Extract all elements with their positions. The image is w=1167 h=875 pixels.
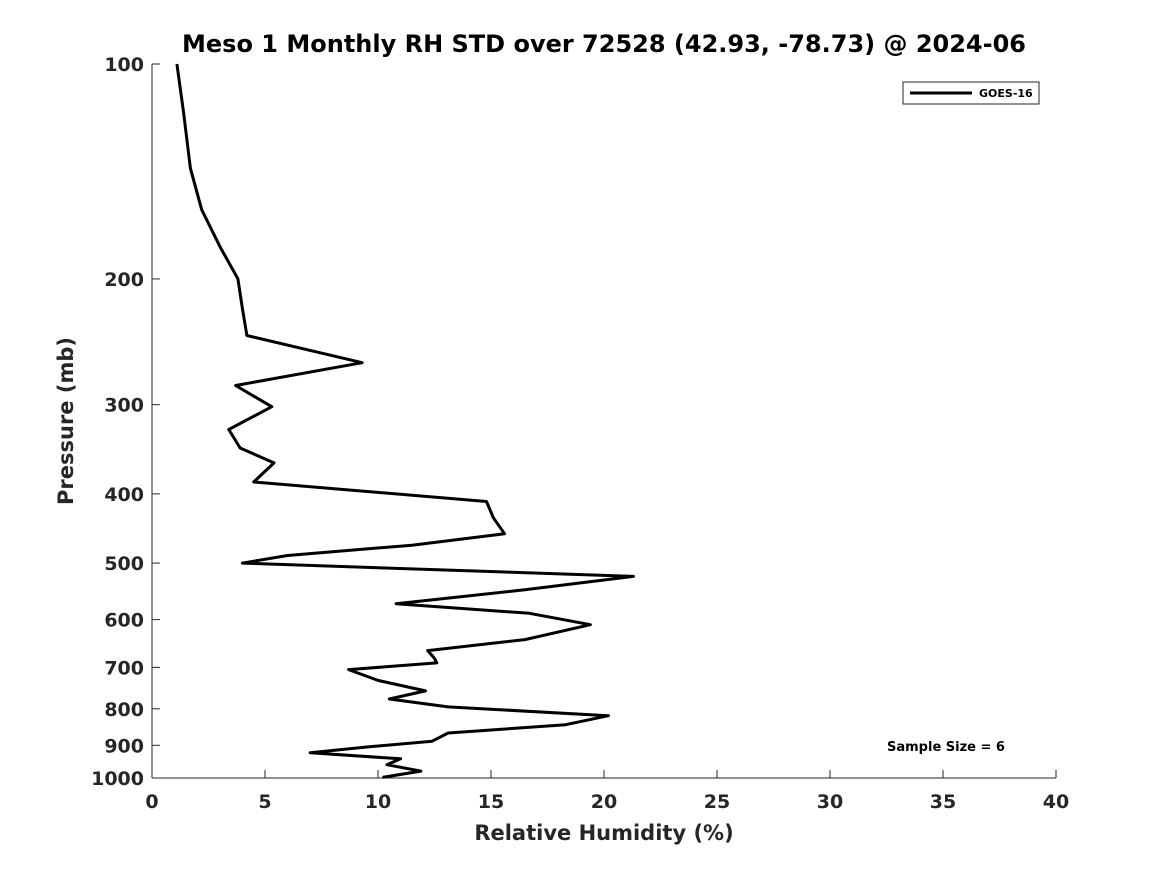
y-axis-label: Pressure (mb) <box>54 337 78 505</box>
sample-size-annotation: Sample Size = 6 <box>887 740 1005 755</box>
legend-label-goes-16: GOES-16 <box>979 87 1033 100</box>
x-tick-label: 5 <box>258 791 271 813</box>
x-tick-label: 20 <box>591 791 617 813</box>
y-tick-label: 900 <box>104 735 144 757</box>
y-tick-label: 400 <box>104 484 144 506</box>
x-tick-label: 15 <box>478 791 504 813</box>
y-tick-label: 1000 <box>91 768 144 790</box>
x-axis-ticks: 0 5 10 15 20 25 30 35 40 <box>145 770 1069 813</box>
x-tick-label: 25 <box>704 791 730 813</box>
y-tick-label: 700 <box>104 657 144 679</box>
legend: GOES-16 <box>902 81 1040 105</box>
chart-title: Meso 1 Monthly RH STD over 72528 (42.93,… <box>182 30 1026 58</box>
x-tick-label: 35 <box>930 791 956 813</box>
y-tick-label: 600 <box>104 610 144 632</box>
series-line-goes-16 <box>175 63 635 779</box>
y-tick-label: 500 <box>104 553 144 575</box>
x-axis-label: Relative Humidity (%) <box>474 821 733 845</box>
x-tick-label: 30 <box>817 791 843 813</box>
y-tick-label: 100 <box>104 54 144 76</box>
x-tick-label: 0 <box>145 791 158 813</box>
y-tick-label: 300 <box>104 395 144 417</box>
plot-area: 0 5 10 15 20 25 30 35 40 100 200 300 400 500 600 700 80… <box>91 54 1069 813</box>
series-layer <box>175 63 635 779</box>
x-tick-label: 10 <box>365 791 391 813</box>
y-tick-label: 200 <box>104 269 144 291</box>
y-tick-label: 800 <box>104 699 144 721</box>
x-tick-label: 40 <box>1043 791 1069 813</box>
y-axis-ticks: 100 200 300 400 500 600 700 800 900 1000 <box>91 54 160 790</box>
